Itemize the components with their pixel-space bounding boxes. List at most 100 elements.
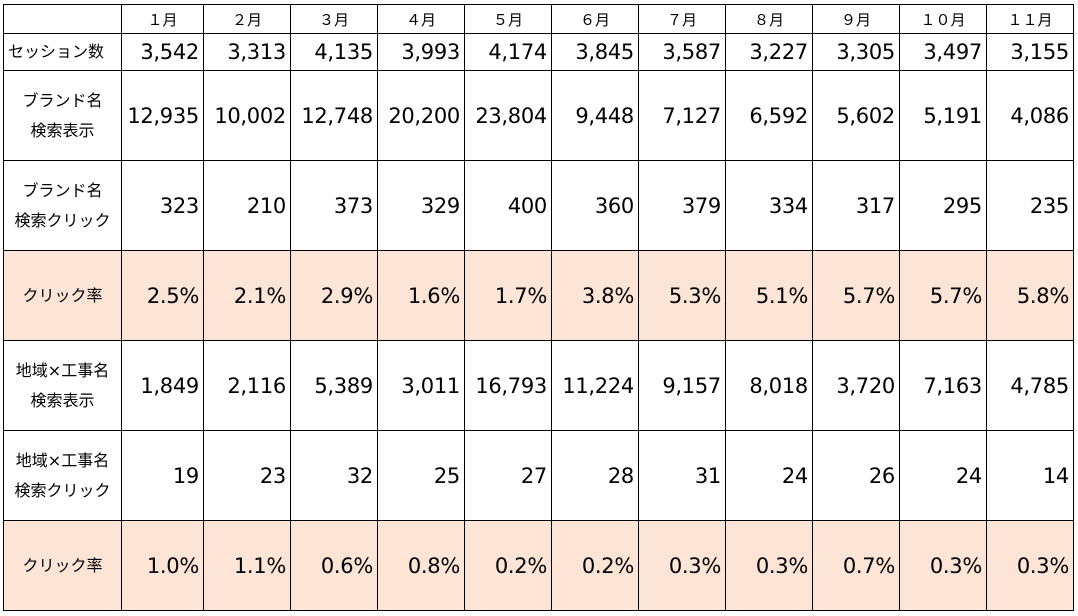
month-header: １０月: [899, 4, 987, 34]
value-cell: 3,227: [725, 33, 813, 71]
row-label-line: 検索表示: [30, 120, 95, 140]
value-cell: 24: [899, 430, 987, 521]
value-cell: 0.8%: [377, 520, 465, 611]
month-header: ８月: [725, 4, 813, 34]
value-cell: 2.1%: [203, 250, 291, 341]
row-label: 地域×工事名 検索表示: [3, 340, 122, 431]
value-cell: 3,155: [986, 33, 1074, 71]
row-label: クリック率: [3, 520, 122, 611]
value-cell: 16,793: [464, 340, 552, 431]
value-cell: 5,602: [812, 70, 900, 161]
value-cell: 2.5%: [121, 250, 204, 341]
value-cell: 0.7%: [812, 520, 900, 611]
value-cell: 9,448: [551, 70, 639, 161]
row-label-line: 検索表示: [30, 390, 95, 410]
value-cell: 3,845: [551, 33, 639, 71]
value-cell: 12,748: [290, 70, 378, 161]
month-header: ７月: [638, 4, 726, 34]
value-cell: 1.7%: [464, 250, 552, 341]
value-cell: 7,127: [638, 70, 726, 161]
value-cell: 5,389: [290, 340, 378, 431]
row-label-line: 地域×工事名: [15, 450, 110, 470]
value-cell: 5.7%: [899, 250, 987, 341]
value-cell: 1.0%: [121, 520, 204, 611]
value-cell: 24: [725, 430, 813, 521]
value-cell: 0.6%: [290, 520, 378, 611]
value-cell: 14: [986, 430, 1074, 521]
value-cell: 23,804: [464, 70, 552, 161]
row-label-line: ブランド名: [22, 90, 103, 110]
value-cell: 3,587: [638, 33, 726, 71]
value-cell: 26: [812, 430, 900, 521]
row-label: セッション数: [3, 33, 122, 71]
row-label-line: 検索クリック: [14, 210, 111, 230]
value-cell: 323: [121, 160, 204, 251]
value-cell: 1.6%: [377, 250, 465, 341]
value-cell: 10,002: [203, 70, 291, 161]
value-cell: 4,785: [986, 340, 1074, 431]
month-header: １月: [121, 4, 204, 34]
row-label-line: クリック率: [22, 555, 103, 575]
value-cell: 0.3%: [638, 520, 726, 611]
value-cell: 31: [638, 430, 726, 521]
value-cell: 400: [464, 160, 552, 251]
value-cell: 360: [551, 160, 639, 251]
month-header: ５月: [464, 4, 552, 34]
value-cell: 19: [121, 430, 204, 521]
value-cell: 4,086: [986, 70, 1074, 161]
value-cell: 3,993: [377, 33, 465, 71]
value-cell: 23: [203, 430, 291, 521]
value-cell: 2,116: [203, 340, 291, 431]
value-cell: 3,313: [203, 33, 291, 71]
row-label: 地域×工事名 検索クリック: [3, 430, 122, 521]
corner-cell: [3, 4, 122, 34]
value-cell: 7,163: [899, 340, 987, 431]
month-header: ６月: [551, 4, 639, 34]
month-header: １１月: [986, 4, 1074, 34]
value-cell: 210: [203, 160, 291, 251]
value-cell: 28: [551, 430, 639, 521]
value-cell: 3,497: [899, 33, 987, 71]
row-label-line: クリック率: [22, 285, 103, 305]
value-cell: 8,018: [725, 340, 813, 431]
table-row: 地域×工事名 検索表示 1,849 2,116 5,389 3,011 16,79…: [3, 340, 1074, 431]
value-cell: 5.8%: [986, 250, 1074, 341]
value-cell: 5.7%: [812, 250, 900, 341]
row-label-line: 地域×工事名: [15, 360, 110, 380]
table-row-highlight: クリック率 1.0% 1.1% 0.6% 0.8% 0.2% 0.2% 0.3%…: [3, 520, 1074, 611]
value-cell: 5.3%: [638, 250, 726, 341]
value-cell: 3,305: [812, 33, 900, 71]
month-header: ９月: [812, 4, 900, 34]
value-cell: 0.3%: [899, 520, 987, 611]
value-cell: 9,157: [638, 340, 726, 431]
month-header: ２月: [203, 4, 291, 34]
value-cell: 373: [290, 160, 378, 251]
row-label-line: ブランド名: [22, 180, 103, 200]
value-cell: 4,135: [290, 33, 378, 71]
table-row-highlight: クリック率 2.5% 2.1% 2.9% 1.6% 1.7% 3.8% 5.3%…: [3, 250, 1074, 341]
value-cell: 2.9%: [290, 250, 378, 341]
value-cell: 5.1%: [725, 250, 813, 341]
value-cell: 27: [464, 430, 552, 521]
value-cell: 1,849: [121, 340, 204, 431]
value-cell: 5,191: [899, 70, 987, 161]
value-cell: 11,224: [551, 340, 639, 431]
value-cell: 3.8%: [551, 250, 639, 341]
value-cell: 6,592: [725, 70, 813, 161]
row-label: クリック率: [3, 250, 122, 341]
row-label: ブランド名 検索表示: [3, 70, 122, 161]
row-label-line: セッション数: [8, 42, 105, 61]
value-cell: 3,720: [812, 340, 900, 431]
table-row: ブランド名 検索クリック 323 210 373 329 400 360 379 …: [3, 160, 1074, 251]
month-header: ３月: [290, 4, 378, 34]
value-cell: 4,174: [464, 33, 552, 71]
value-cell: 334: [725, 160, 813, 251]
value-cell: 1.1%: [203, 520, 291, 611]
value-cell: 0.2%: [464, 520, 552, 611]
value-cell: 0.2%: [551, 520, 639, 611]
table-row: セッション数 3,542 3,313 4,135 3,993 4,174 3,8…: [3, 33, 1074, 71]
value-cell: 235: [986, 160, 1074, 251]
value-cell: 20,200: [377, 70, 465, 161]
value-cell: 295: [899, 160, 987, 251]
value-cell: 32: [290, 430, 378, 521]
